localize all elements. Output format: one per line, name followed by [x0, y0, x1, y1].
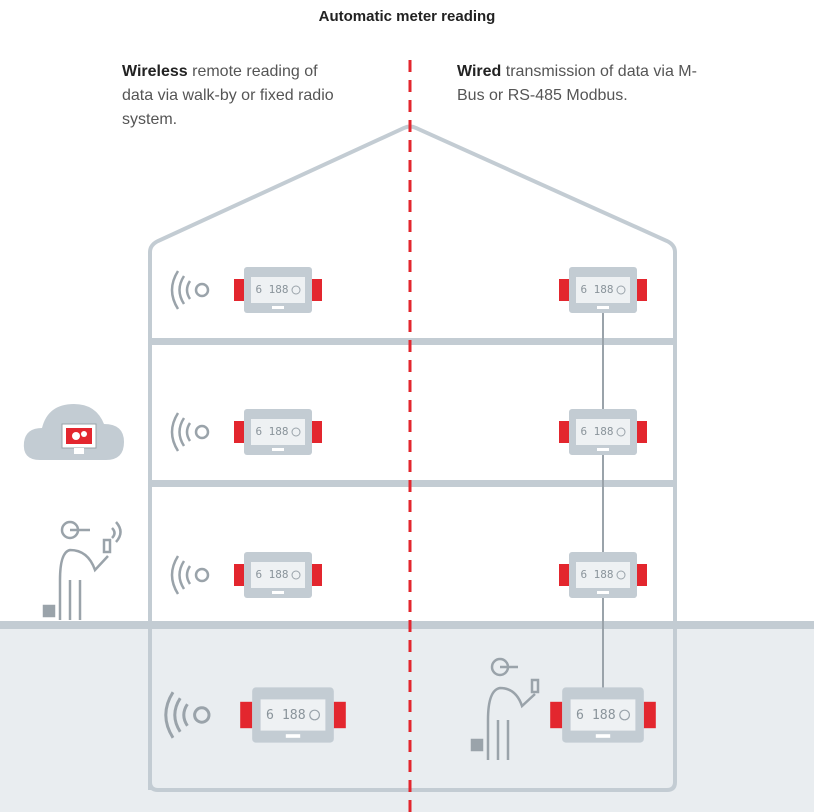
meter: 6 188: [234, 552, 322, 598]
meter-tab: [637, 564, 647, 586]
meter-tab: [240, 702, 252, 728]
title: Automatic meter reading: [0, 8, 814, 25]
meter-tab: [334, 702, 346, 728]
meter-display: 6 188: [255, 425, 288, 438]
page: 6 188 6 188 6 188 6 188 6 188 6 188 6 188 6 188…: [0, 0, 814, 812]
meter-slot: [596, 734, 610, 738]
meter-display: 6 188: [266, 708, 306, 723]
radio-wave: [172, 271, 178, 309]
floor: [150, 338, 675, 345]
meter: 6 188: [559, 552, 647, 598]
meter-tab: [559, 421, 569, 443]
ground: [0, 624, 814, 812]
radio-wave: [187, 566, 190, 584]
meter-slot: [272, 306, 284, 309]
radio-wave: [187, 281, 190, 299]
meter-display: 6 188: [576, 708, 616, 723]
floor: [150, 480, 675, 487]
note-bold: Wireless: [122, 63, 188, 80]
meter-display: 6 188: [580, 283, 613, 296]
meter-tab: [234, 564, 244, 586]
radio-wave: [187, 423, 190, 441]
radio-icon: [172, 556, 208, 594]
meter: 6 188: [559, 267, 647, 313]
meter-tab: [637, 421, 647, 443]
meter-display: 6 188: [580, 425, 613, 438]
radio-wave: [180, 561, 185, 589]
radio-wave: [172, 556, 178, 594]
cloud-icon: [24, 404, 124, 460]
meter-slot: [597, 448, 609, 451]
radio-icon: [172, 413, 208, 451]
meter-slot: [272, 448, 284, 451]
meter-tab: [234, 279, 244, 301]
meter-tab: [644, 702, 656, 728]
meter-display: 6 188: [255, 283, 288, 296]
meter-tab: [550, 702, 562, 728]
radio-dot: [196, 569, 208, 581]
radio-wave: [172, 413, 178, 451]
ground-line: [0, 621, 814, 629]
wireless-note: Wireless remote reading of data via walk…: [122, 60, 352, 132]
meter-tab: [559, 279, 569, 301]
radio-wave: [180, 418, 185, 446]
meter: 6 188: [234, 409, 322, 455]
radio-icon: [172, 271, 208, 309]
meter-tab: [234, 421, 244, 443]
meter: 6 188: [559, 409, 647, 455]
person-icon: [44, 522, 121, 620]
meter-tab: [312, 421, 322, 443]
wired-note: Wired transmission of data via M-Bus or …: [457, 60, 717, 108]
meter-display: 6 188: [580, 568, 613, 581]
meter-tab: [312, 564, 322, 586]
meter-tab: [312, 279, 322, 301]
note-bold: Wired: [457, 63, 501, 80]
meter: 6 188: [240, 687, 346, 742]
radio-dot: [196, 284, 208, 296]
meter-tab: [637, 279, 647, 301]
meter-slot: [597, 591, 609, 594]
meter-tab: [559, 564, 569, 586]
meter-slot: [597, 306, 609, 309]
radio-dot: [196, 426, 208, 438]
radio-wave: [180, 276, 185, 304]
meter: 6 188: [550, 687, 656, 742]
meter-display: 6 188: [255, 568, 288, 581]
meter-slot: [272, 591, 284, 594]
meter: 6 188: [234, 267, 322, 313]
meter-slot: [286, 734, 300, 738]
